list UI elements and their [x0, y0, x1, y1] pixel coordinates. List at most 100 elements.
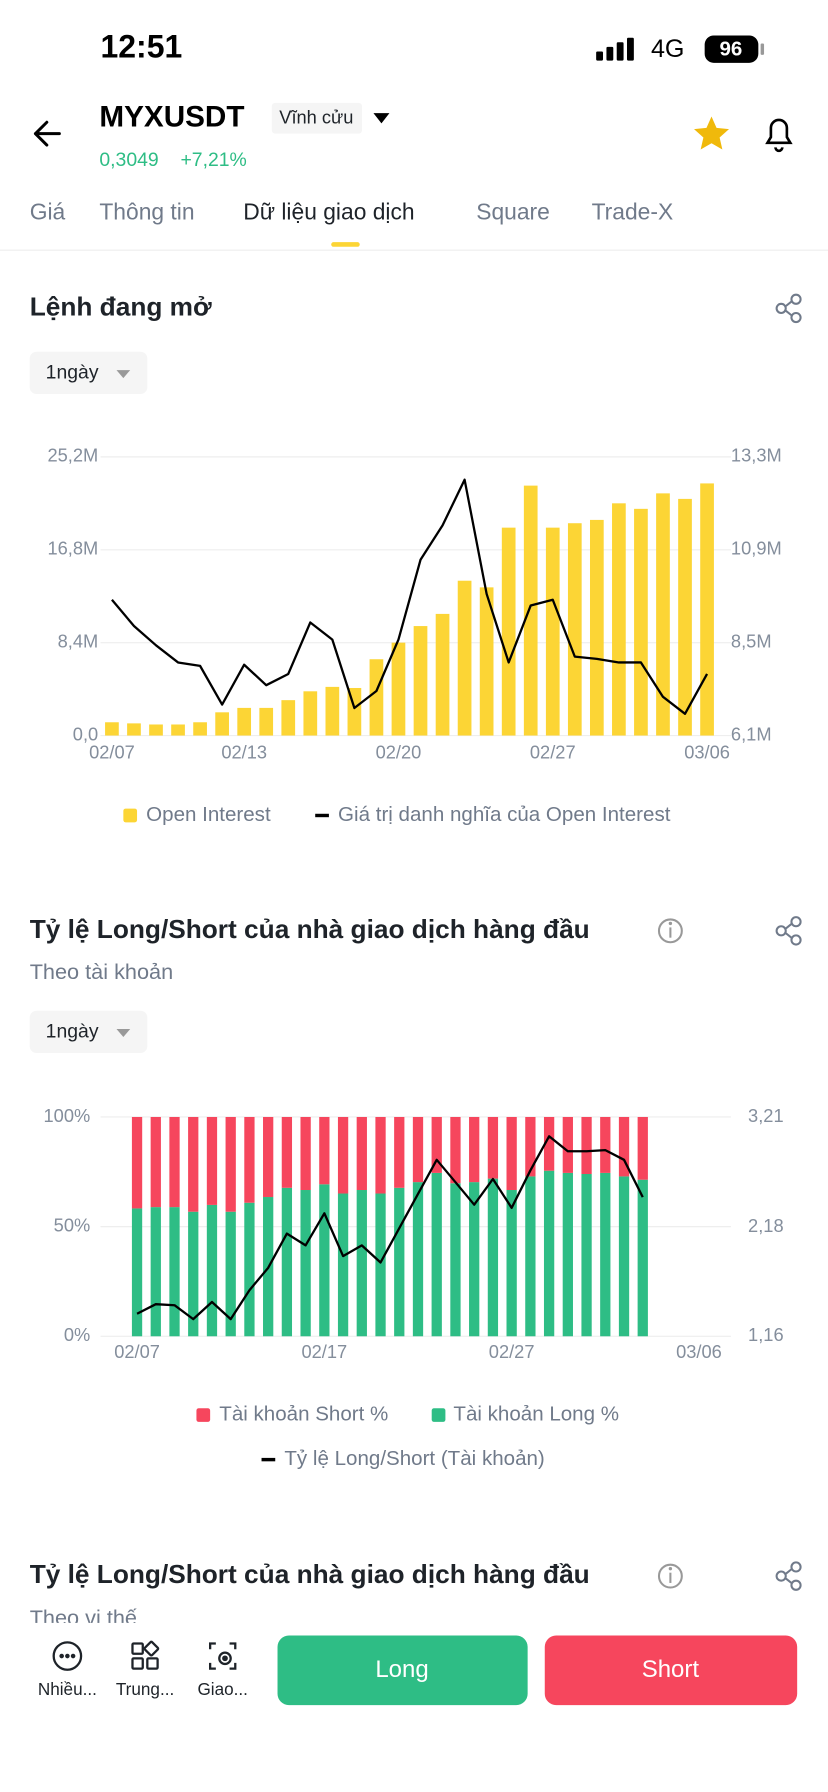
more-icon[interactable] — [52, 1641, 83, 1671]
interval-dropdown[interactable] — [29, 1010, 148, 1054]
short-button[interactable] — [544, 1635, 798, 1706]
share-button[interactable] — [775, 293, 802, 324]
x-tick-label: 03/06 — [676, 1341, 722, 1362]
y-tick-label: 50% — [54, 1214, 91, 1235]
y2-tick-label: 8,5M — [731, 630, 772, 651]
bell-icon[interactable] — [765, 118, 793, 153]
bar — [435, 613, 450, 736]
price: 0,3049 — [99, 149, 158, 171]
bar — [281, 700, 296, 736]
bar — [525, 1176, 536, 1337]
tab[interactable]: Thông tin — [99, 199, 194, 225]
bar — [600, 1172, 611, 1337]
bar — [149, 724, 163, 736]
back-button[interactable] — [33, 120, 61, 147]
tab[interactable]: Square — [476, 199, 550, 225]
contract-badge — [271, 102, 363, 134]
bar — [356, 1116, 367, 1191]
bar — [281, 1187, 293, 1337]
bar — [225, 1211, 236, 1337]
legend-swatch — [431, 1408, 446, 1422]
shortcut-label[interactable]: Nhiều... — [38, 1679, 97, 1699]
bar — [105, 722, 119, 736]
trade-icon[interactable] — [208, 1642, 237, 1670]
tab[interactable]: Trade-X — [592, 199, 674, 225]
bar — [450, 1183, 461, 1337]
section-title: Lệnh đang mở — [30, 291, 212, 321]
bar — [150, 1116, 161, 1208]
bar — [562, 1172, 573, 1337]
bar — [131, 1116, 143, 1209]
bar — [431, 1116, 442, 1173]
bar — [188, 1116, 199, 1212]
y-tick-label: 0,0 — [73, 723, 98, 744]
y2-tick-label: 13,3M — [731, 445, 782, 466]
bar — [618, 1116, 630, 1177]
bar — [589, 519, 604, 736]
line-series — [136, 1135, 644, 1321]
bar — [169, 1116, 180, 1208]
bar — [215, 712, 229, 736]
symbol-dropdown[interactable] — [373, 113, 390, 124]
x-tick-label: 02/17 — [301, 1341, 347, 1362]
bar — [356, 1190, 367, 1337]
shortcut-label[interactable]: Giao... — [197, 1679, 247, 1699]
x-tick-label: 02/20 — [376, 742, 422, 763]
bar — [413, 626, 428, 736]
tab[interactable]: Dữ liệu giao dịch — [243, 199, 414, 225]
bar — [303, 691, 318, 736]
battery-level: 96 — [719, 38, 742, 61]
short-button-label[interactable]: Short — [642, 1656, 700, 1683]
bar — [634, 508, 648, 736]
legend-swatch — [123, 808, 138, 823]
x-tick-label: 03/06 — [684, 742, 730, 763]
long-button-label[interactable]: Long — [375, 1656, 428, 1683]
info-icon[interactable] — [657, 918, 683, 944]
bar — [656, 493, 670, 736]
battery-icon — [704, 35, 759, 63]
bar — [525, 1116, 536, 1177]
bar — [543, 1116, 555, 1171]
bar — [637, 1179, 648, 1337]
long-button[interactable] — [277, 1635, 528, 1706]
dropdown-arrow — [116, 370, 131, 379]
bar — [394, 1187, 405, 1337]
bar — [581, 1174, 592, 1337]
bar — [206, 1116, 218, 1205]
info-icon[interactable] — [657, 1563, 683, 1589]
bar — [244, 1202, 255, 1337]
y-tick-label: 16,8M — [47, 538, 98, 559]
bar — [225, 1116, 236, 1212]
interval-dropdown[interactable] — [29, 351, 148, 395]
bar — [637, 1116, 648, 1180]
share-button[interactable] — [775, 916, 802, 946]
bar — [281, 1116, 293, 1188]
bar — [337, 1193, 349, 1337]
share-button[interactable] — [775, 1561, 802, 1591]
section-title: Tỷ lệ Long/Short của nhà giao dịch hàng … — [30, 914, 590, 944]
bar — [700, 483, 714, 736]
center-icon[interactable] — [131, 1640, 160, 1670]
shortcut-label[interactable]: Trung... — [116, 1679, 174, 1699]
bar — [206, 1204, 218, 1337]
x-tick-label: 02/27 — [530, 742, 576, 763]
bar — [375, 1116, 386, 1194]
battery-nub — [760, 43, 765, 55]
y-tick-label: 100% — [44, 1105, 91, 1126]
y2-tick-label: 3,21 — [748, 1105, 784, 1126]
interval-label: 1ngày — [46, 362, 99, 384]
bar — [375, 1193, 386, 1337]
bar — [618, 1176, 630, 1337]
x-tick-label: 02/13 — [221, 742, 267, 763]
interval-label: 1ngày — [46, 1021, 99, 1043]
status-time: 12:51 — [101, 29, 183, 65]
tab[interactable]: Giá — [30, 199, 66, 225]
contract-type: Vĩnh cửu — [279, 107, 353, 128]
favorite-star[interactable] — [694, 116, 729, 150]
bar — [127, 723, 141, 736]
bar — [479, 587, 494, 736]
bar — [171, 724, 185, 736]
y2-tick-label: 1,16 — [748, 1324, 784, 1345]
